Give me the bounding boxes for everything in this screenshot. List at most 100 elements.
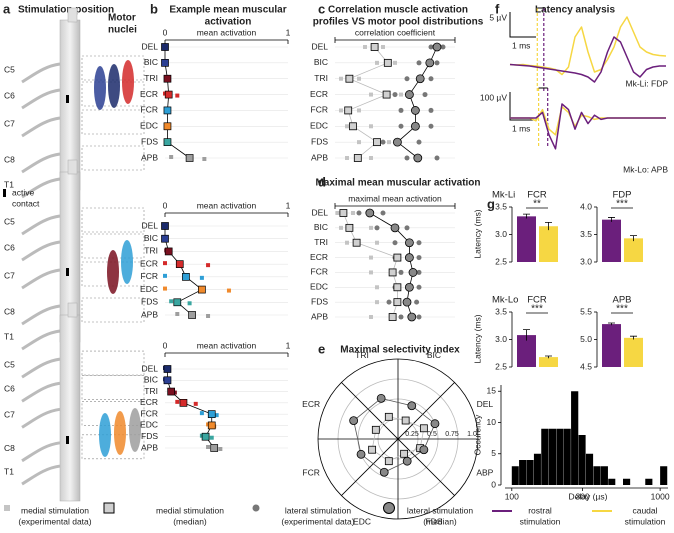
- histogram-bar: [593, 466, 601, 485]
- legend-label: medial stimulation: [156, 505, 224, 515]
- medial-median: [352, 238, 361, 247]
- medial-point: [339, 76, 343, 81]
- histogram-bar: [541, 428, 549, 485]
- medial-point: [375, 285, 379, 290]
- medial-point: [357, 108, 361, 113]
- chart-title: APB: [612, 295, 631, 306]
- muscle-label: APB: [141, 442, 158, 452]
- contact-legend: [3, 189, 6, 197]
- muscle-label: TRI: [144, 73, 158, 83]
- medial-point: [357, 140, 361, 145]
- panel-title: Correlation muscle activation: [328, 5, 468, 16]
- tick-label: 1: [286, 340, 291, 350]
- segment-box: [81, 109, 145, 135]
- median-marker: [163, 74, 172, 83]
- histogram-bar: [519, 460, 527, 485]
- lateral-point: [392, 240, 398, 246]
- experimental-point: [202, 157, 207, 161]
- motor-nucleus: [121, 240, 133, 284]
- chart-title: FDP: [613, 190, 632, 201]
- y-tick-label: 3.0: [495, 334, 507, 344]
- nerve-root: [21, 152, 61, 174]
- nerve-root: [21, 304, 61, 326]
- tick-label: 1: [286, 200, 291, 210]
- experimental-point: [169, 299, 174, 304]
- significance: ***: [616, 304, 628, 315]
- muscle-label: BIC: [314, 222, 328, 232]
- lateral-median: [407, 312, 417, 322]
- bar: [539, 226, 558, 262]
- motor-nucleus: [94, 66, 106, 110]
- medial-median: [349, 122, 357, 131]
- panel-title: Example mean muscular: [169, 5, 286, 16]
- x-tick-label: 300: [575, 491, 589, 501]
- panel-title: profiles VS motor pool distributions: [313, 17, 484, 28]
- segment-label: C7: [4, 410, 15, 420]
- muscle-label: EDC: [140, 284, 158, 294]
- error-bar: [608, 322, 615, 326]
- legend-label: (median): [173, 516, 207, 526]
- lateral-point: [416, 269, 422, 275]
- panel-label: d: [318, 174, 326, 189]
- medial-point: [369, 156, 373, 160]
- legend-label: stimulation: [625, 516, 666, 526]
- segment-label: C6: [4, 90, 15, 100]
- medial-point: [345, 240, 349, 245]
- medial-median: [393, 253, 402, 262]
- muscle-label: FDS: [141, 136, 158, 146]
- contact-label: active: [12, 187, 34, 197]
- legend-label: (median): [423, 516, 457, 526]
- lateral-point: [416, 284, 422, 290]
- segment-label: C6: [4, 384, 15, 394]
- nerve-root: [21, 381, 61, 403]
- medial-median: [371, 425, 380, 434]
- muscle-label: ECR: [140, 397, 158, 407]
- y-tick-label: 5.0: [580, 334, 592, 344]
- muscle-label: BIC: [144, 233, 158, 243]
- x-tick-label: 1000: [651, 491, 670, 501]
- medial-point: [369, 225, 373, 230]
- muscle-label: DEL: [141, 220, 158, 230]
- lateral-point: [416, 60, 422, 66]
- spinal-cord: [59, 314, 81, 502]
- median-marker: [198, 285, 206, 294]
- medial-point: [363, 45, 367, 49]
- histogram-bar: [556, 428, 564, 485]
- segment-label: T1: [4, 466, 14, 476]
- histogram-bar: [526, 460, 534, 485]
- nerve-root: [21, 464, 61, 486]
- lateral-point: [398, 107, 404, 113]
- medial-point: [375, 240, 379, 245]
- nerve-root: [21, 240, 61, 262]
- segment-box: [81, 374, 145, 400]
- y-tick-label: 2.5: [495, 361, 507, 371]
- nerve-root: [21, 268, 61, 290]
- legend-symbol: [383, 502, 395, 514]
- lateral-median: [365, 208, 375, 218]
- histogram-bar: [585, 453, 594, 485]
- active-contact: [66, 95, 69, 103]
- histogram-bar: [511, 466, 519, 485]
- lateral-median: [425, 58, 435, 68]
- group-label: Mk-Lo: [492, 295, 518, 306]
- nerve-root: [21, 62, 61, 84]
- medial-median: [344, 106, 353, 115]
- y-tick-label: 5: [491, 448, 496, 458]
- y-tick-label: 3.0: [495, 229, 507, 239]
- scale-bar: [509, 92, 536, 121]
- histogram-bar: [660, 466, 668, 485]
- lateral-median: [408, 268, 418, 277]
- lateral-point: [392, 92, 398, 98]
- medial-point: [357, 76, 361, 81]
- legend-label: lateral stimulation: [407, 505, 473, 515]
- lateral-point: [404, 76, 410, 82]
- error-bar: [630, 235, 637, 242]
- x-tick-label: 100: [505, 491, 519, 501]
- medial-median-line: [347, 46, 389, 159]
- segment-box: [81, 297, 145, 323]
- y-tick-label: 10: [487, 417, 497, 427]
- active-contact: [66, 268, 69, 276]
- muscle-label: APB: [141, 152, 158, 162]
- muscle-label: FDS: [141, 297, 158, 307]
